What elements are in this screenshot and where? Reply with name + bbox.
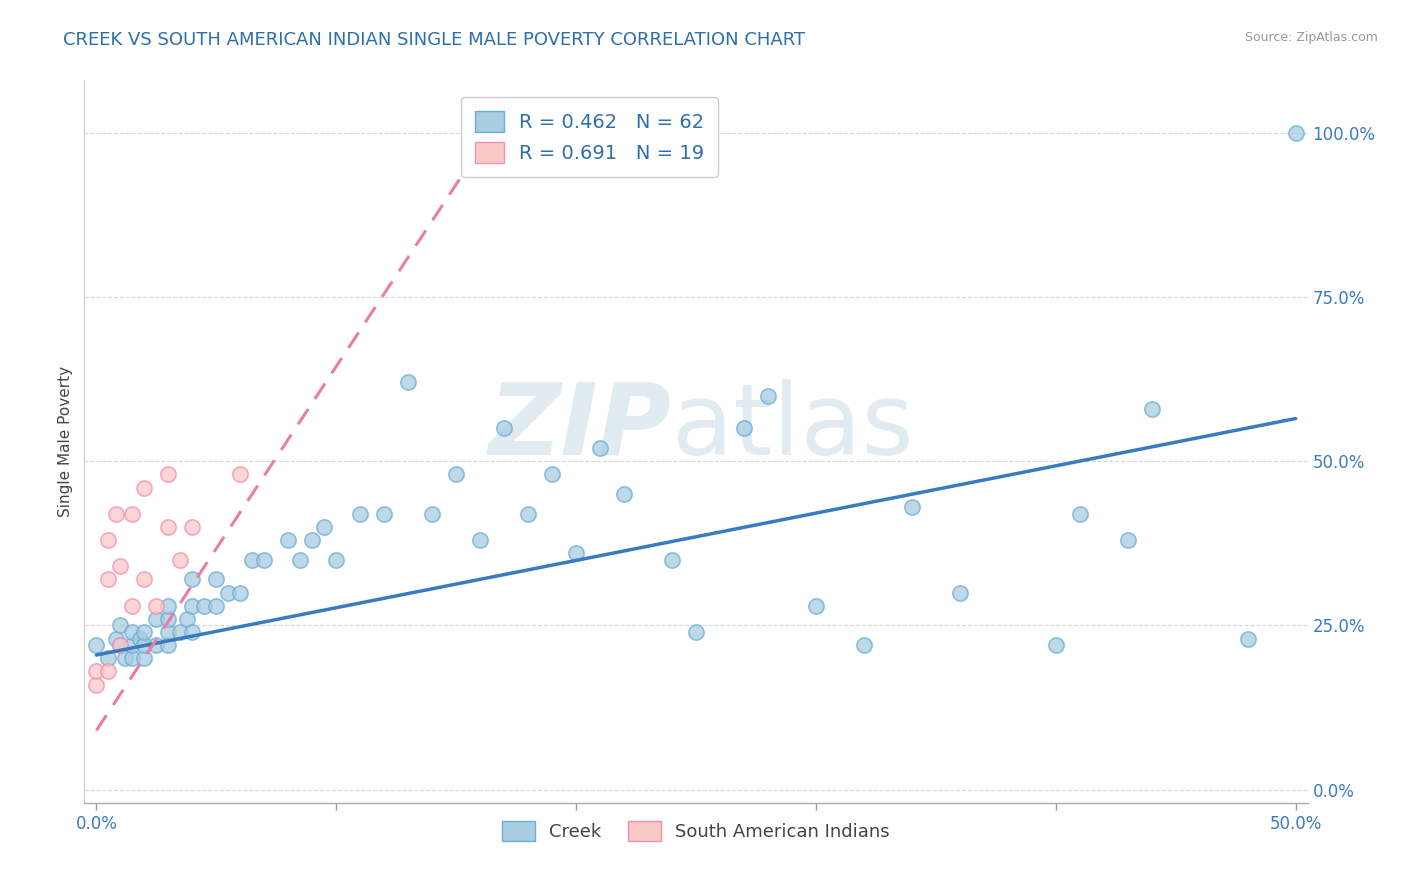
Point — [277, 533, 299, 547]
Point — [229, 467, 252, 482]
Point — [181, 520, 204, 534]
Point — [205, 599, 228, 613]
Point — [240, 553, 263, 567]
Point — [314, 520, 336, 534]
Point — [229, 585, 252, 599]
Point — [121, 651, 143, 665]
Point — [157, 625, 180, 640]
Point — [901, 500, 924, 515]
Point — [565, 546, 588, 560]
Point — [1069, 507, 1091, 521]
Point — [110, 638, 132, 652]
Point — [86, 665, 108, 679]
Point — [420, 507, 443, 521]
Point — [134, 651, 156, 665]
Point — [128, 632, 150, 646]
Point — [444, 467, 467, 482]
Point — [1236, 632, 1258, 646]
Point — [193, 599, 215, 613]
Point — [852, 638, 875, 652]
Point — [541, 467, 564, 482]
Point — [181, 599, 204, 613]
Point — [121, 599, 143, 613]
Point — [134, 573, 156, 587]
Point — [121, 638, 143, 652]
Point — [290, 553, 312, 567]
Point — [349, 507, 371, 521]
Point — [804, 599, 827, 613]
Y-axis label: Single Male Poverty: Single Male Poverty — [58, 366, 73, 517]
Point — [145, 612, 167, 626]
Point — [114, 651, 136, 665]
Point — [134, 638, 156, 652]
Point — [949, 585, 972, 599]
Text: ZIP: ZIP — [488, 378, 672, 475]
Point — [176, 612, 198, 626]
Point — [733, 421, 755, 435]
Point — [157, 599, 180, 613]
Point — [104, 632, 127, 646]
Point — [157, 638, 180, 652]
Point — [1045, 638, 1067, 652]
Point — [169, 553, 191, 567]
Point — [121, 507, 143, 521]
Point — [589, 441, 612, 455]
Point — [134, 625, 156, 640]
Point — [181, 573, 204, 587]
Point — [253, 553, 276, 567]
Point — [468, 533, 491, 547]
Point — [169, 625, 191, 640]
Point — [325, 553, 347, 567]
Point — [97, 533, 120, 547]
Point — [110, 618, 132, 632]
Point — [217, 585, 239, 599]
Point — [517, 507, 540, 521]
Point — [181, 625, 204, 640]
Point — [396, 376, 419, 390]
Point — [104, 507, 127, 521]
Point — [1140, 401, 1163, 416]
Point — [97, 651, 120, 665]
Point — [1116, 533, 1139, 547]
Point — [86, 677, 108, 691]
Legend: Creek, South American Indians: Creek, South American Indians — [495, 814, 897, 848]
Point — [685, 625, 707, 640]
Point — [121, 625, 143, 640]
Text: atlas: atlas — [672, 378, 912, 475]
Point — [373, 507, 395, 521]
Point — [134, 481, 156, 495]
Point — [205, 573, 228, 587]
Point — [110, 638, 132, 652]
Point — [157, 467, 180, 482]
Point — [468, 145, 491, 160]
Point — [661, 553, 683, 567]
Point — [97, 573, 120, 587]
Point — [1284, 126, 1306, 140]
Point — [110, 559, 132, 574]
Point — [157, 612, 180, 626]
Point — [157, 520, 180, 534]
Point — [145, 599, 167, 613]
Point — [97, 665, 120, 679]
Point — [145, 638, 167, 652]
Point — [301, 533, 323, 547]
Point — [613, 487, 636, 501]
Point — [756, 388, 779, 402]
Text: CREEK VS SOUTH AMERICAN INDIAN SINGLE MALE POVERTY CORRELATION CHART: CREEK VS SOUTH AMERICAN INDIAN SINGLE MA… — [63, 31, 806, 49]
Text: Source: ZipAtlas.com: Source: ZipAtlas.com — [1244, 31, 1378, 45]
Point — [494, 421, 516, 435]
Point — [86, 638, 108, 652]
